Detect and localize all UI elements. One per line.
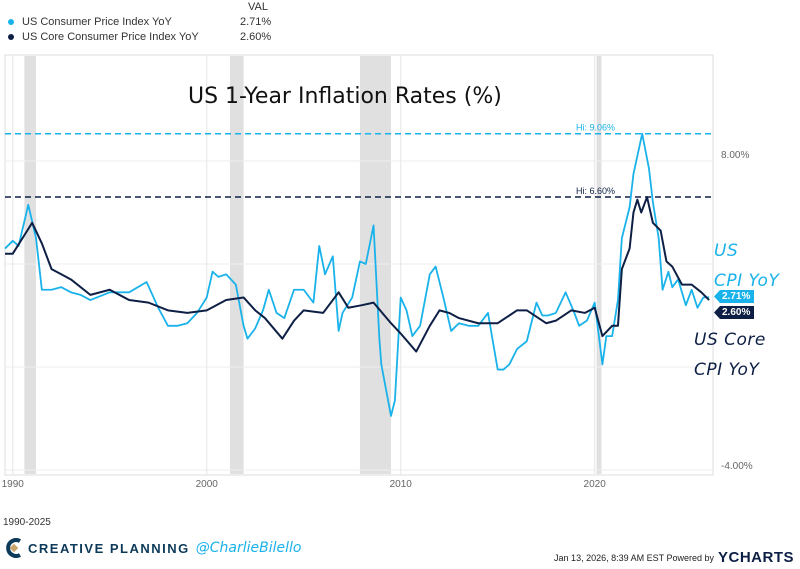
recession-band — [596, 56, 602, 474]
legend-value: 2.60% — [240, 31, 272, 43]
legend-item-cpi[interactable]: US Consumer Price Index YoY 2.71% — [8, 16, 278, 28]
recession-band — [24, 56, 37, 474]
y-tick: 8.00% — [721, 150, 750, 161]
y-tick: -4.00% — [721, 461, 753, 472]
recession-band — [230, 56, 244, 474]
ycharts-logo: YCHARTS — [717, 549, 794, 566]
legend-item-core[interactable]: US Core Consumer Price Index YoY 2.60% — [8, 31, 278, 43]
x-tick: 1990 — [2, 479, 25, 490]
x-tick: 2000 — [196, 479, 219, 490]
legend-value: 2.71% — [240, 16, 272, 28]
callout-line: CPI YoY — [694, 360, 760, 380]
logo-icon — [6, 538, 21, 558]
cpi-end-label: 2.71% — [714, 290, 755, 303]
brand-name: CREATIVE PLANNING — [28, 540, 190, 556]
cpi-line — [4, 132, 710, 417]
core-cpi-line — [5, 196, 710, 353]
core-callout: US Core CPI YoY — [694, 325, 766, 385]
callout-line: US — [714, 241, 739, 261]
x-tick: 2010 — [390, 479, 413, 490]
creative-planning-logo: CREATIVE PLANNING @CharlieBilello — [6, 538, 301, 558]
cpi-dot-icon — [8, 19, 14, 26]
callout-line: CPI YoY — [714, 271, 780, 291]
cpi-callout: US CPI YoY — [714, 236, 779, 296]
high-label: Hi: 6.60% — [576, 186, 615, 196]
chart-title: US 1-Year Inflation Rates (%) — [188, 84, 502, 109]
timestamp: Jan 13, 2026, 8:39 AM EST Powered by YCH… — [554, 549, 794, 566]
chart: 1990 2000 2010 2020 Hi: 9.06% Hi: 6.60% — [2, 54, 714, 490]
core-dot-icon — [8, 34, 14, 41]
high-label: Hi: 9.06% — [576, 123, 615, 133]
legend-label: US Core Consumer Price Index YoY — [22, 31, 199, 43]
plot-frame — [4, 54, 714, 476]
callout-line: US Core — [694, 330, 766, 350]
twitter-handle: @CharlieBilello — [195, 540, 302, 556]
timestamp-text: Jan 13, 2026, 8:39 AM EST Powered by — [554, 552, 714, 563]
legend-header: VAL — [248, 1, 268, 13]
core-end-label: 2.60% — [714, 306, 755, 319]
legend-label: US Consumer Price Index YoY — [22, 16, 172, 28]
x-tick: 2020 — [584, 479, 607, 490]
date-range: 1990-2025 — [3, 517, 51, 528]
